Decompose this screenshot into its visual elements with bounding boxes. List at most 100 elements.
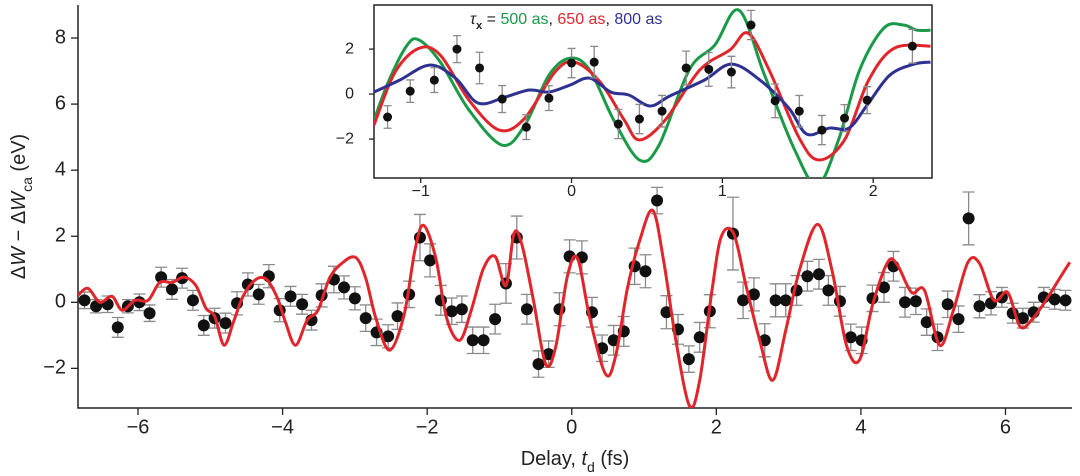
data-point xyxy=(657,106,667,116)
data-point xyxy=(143,307,156,320)
data-point xyxy=(165,283,178,296)
label-part: − Δ xyxy=(8,211,30,247)
plot-area xyxy=(78,186,1072,408)
legend-equals: = xyxy=(482,11,500,28)
data-point xyxy=(962,212,975,225)
data-point xyxy=(219,317,232,330)
y-tick-label: 0 xyxy=(345,85,354,102)
data-point xyxy=(769,294,782,307)
x-tick-label: 4 xyxy=(855,416,866,438)
data-point xyxy=(497,94,507,104)
y-tick-label: 6 xyxy=(55,92,66,114)
data-point xyxy=(682,353,695,366)
data-point xyxy=(475,63,485,73)
legend-separator: , xyxy=(605,11,614,28)
axes xyxy=(77,5,1072,409)
data-point xyxy=(613,119,623,129)
data-point xyxy=(544,93,554,103)
legend-separator: , xyxy=(549,11,558,28)
data-point xyxy=(952,313,965,326)
data-point xyxy=(878,281,891,294)
legend-subscript: x xyxy=(476,20,483,32)
label-part: t xyxy=(581,448,588,470)
data-point xyxy=(607,334,620,347)
data-point xyxy=(567,58,577,68)
data-point xyxy=(794,106,804,116)
data-point xyxy=(840,113,850,123)
data-point xyxy=(382,330,395,343)
y-tick-label: −2 xyxy=(43,357,66,379)
x-tick-label: −1 xyxy=(412,183,430,200)
data-point xyxy=(737,294,750,307)
data-point xyxy=(920,316,933,329)
plot-area xyxy=(374,8,931,178)
label-part: (eV) xyxy=(8,134,30,177)
data-point xyxy=(862,95,872,105)
label-part: W xyxy=(8,245,30,266)
legend: τx = 500 as, 650 as, 800 as xyxy=(470,11,662,32)
data-point xyxy=(801,270,814,283)
data-point xyxy=(78,294,91,307)
data-point xyxy=(651,194,664,207)
x-tick-label: 0 xyxy=(566,416,577,438)
data-point xyxy=(296,298,309,311)
data-point xyxy=(520,303,533,316)
x-tick-label: −2 xyxy=(416,416,439,438)
data-point xyxy=(383,112,393,122)
legend-symbol: τ xyxy=(470,11,477,28)
legend-entry: 650 as xyxy=(557,11,605,28)
x-tick-label: −4 xyxy=(271,416,294,438)
data-point xyxy=(941,298,954,311)
data-point xyxy=(197,319,210,332)
data-point xyxy=(844,331,857,344)
inset: −1 0 1 2 −2 0 2 τx = 500 as, 650 as, 800 as xyxy=(336,4,933,200)
data-point xyxy=(909,295,922,308)
data-point xyxy=(747,288,760,301)
data-point xyxy=(681,63,691,73)
data-point xyxy=(241,278,254,291)
data-point xyxy=(822,284,835,297)
series-line xyxy=(374,60,931,137)
data-point xyxy=(359,312,372,325)
data-point xyxy=(348,292,361,305)
data-point xyxy=(338,281,351,294)
x-tick-label: −6 xyxy=(127,416,150,438)
data-point xyxy=(405,86,415,96)
data-point xyxy=(639,265,652,278)
y-tick-label: 4 xyxy=(55,158,66,180)
data-point xyxy=(391,310,404,323)
y-tick-label: 2 xyxy=(345,40,354,57)
y-axis-label: ΔW − ΔWca (eV) xyxy=(8,134,34,279)
data-point xyxy=(466,334,479,347)
data-point xyxy=(634,114,644,124)
data-point xyxy=(985,297,998,310)
data-point xyxy=(589,57,599,67)
legend-entry: 800 as xyxy=(614,11,662,28)
series-line xyxy=(374,31,931,162)
x-tick-label: 6 xyxy=(1000,416,1011,438)
data-point xyxy=(704,64,714,74)
label-part: Delay, xyxy=(521,448,582,470)
data-point xyxy=(770,96,780,106)
x-tick-label: 1 xyxy=(718,183,727,200)
data-point xyxy=(1016,312,1029,325)
data-point xyxy=(252,288,265,301)
label-part: d xyxy=(587,459,595,475)
data-point xyxy=(521,122,531,132)
y-tick-label: −2 xyxy=(336,130,354,147)
x-tick-label: 2 xyxy=(711,416,722,438)
data-point xyxy=(1048,293,1061,306)
data-point xyxy=(1059,294,1072,307)
data-point xyxy=(455,303,468,316)
x-axis-label: Delay, td (fs) xyxy=(521,448,630,474)
label-part: Δ xyxy=(8,266,30,279)
label-part: ca xyxy=(19,177,35,192)
data-point xyxy=(779,294,792,307)
data-point xyxy=(726,67,736,77)
data-point xyxy=(477,334,490,347)
legend-entry: 500 as xyxy=(500,11,548,28)
data-point xyxy=(186,294,199,307)
data-point xyxy=(812,268,825,281)
